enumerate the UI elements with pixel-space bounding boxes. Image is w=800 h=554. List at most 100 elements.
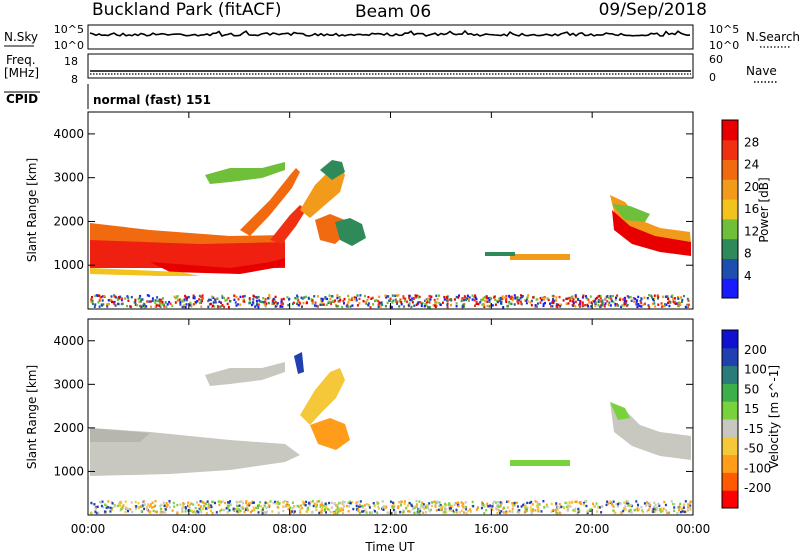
ground-scatter-cell — [612, 505, 615, 508]
ground-scatter-cell — [630, 299, 633, 302]
ground-scatter-cell — [205, 511, 208, 515]
ground-scatter-cell — [146, 508, 149, 511]
ground-scatter-cell — [92, 302, 94, 306]
ground-scatter-cell — [482, 504, 485, 507]
ground-scatter-cell — [368, 511, 371, 514]
ground-scatter-cell — [667, 301, 669, 304]
ground-scatter-cell — [190, 303, 193, 306]
ground-scatter-cell — [683, 503, 686, 506]
ground-scatter-cell — [418, 295, 421, 299]
ground-scatter-cell — [525, 298, 528, 301]
ground-scatter-cell — [609, 500, 612, 503]
ground-scatter-cell — [574, 295, 577, 298]
ground-scatter-cell — [159, 302, 162, 305]
ground-scatter-cell — [229, 300, 232, 303]
ground-scatter-cell — [513, 294, 516, 297]
ground-scatter-cell — [607, 502, 610, 505]
ground-scatter-cell — [286, 504, 289, 507]
ground-scatter-cell — [676, 295, 679, 299]
ground-scatter-cell — [535, 298, 538, 301]
ground-scatter-cell — [291, 302, 294, 306]
ground-scatter-cell — [226, 511, 229, 514]
ground-scatter-cell — [187, 501, 190, 504]
ground-scatter-cell — [357, 505, 360, 508]
ground-scatter-cell — [489, 296, 491, 300]
ground-scatter-cell — [168, 500, 171, 503]
ground-scatter-cell — [139, 294, 142, 298]
ground-scatter-cell — [647, 508, 650, 511]
ground-scatter-cell — [484, 296, 486, 299]
ground-scatter-cell — [413, 511, 416, 515]
ground-scatter-cell — [268, 504, 271, 507]
ground-scatter-cell — [333, 512, 336, 515]
ground-scatter-cell — [539, 301, 542, 304]
ground-scatter-cell — [686, 297, 689, 301]
ground-scatter-cell — [418, 512, 421, 515]
ground-scatter-cell — [381, 506, 384, 509]
colorbar-segment — [722, 401, 738, 420]
ground-scatter-cell — [592, 299, 595, 303]
ground-scatter-cell — [192, 296, 195, 300]
ground-scatter-cell — [200, 305, 203, 308]
ground-scatter-cell — [296, 297, 299, 300]
ground-scatter-cell — [315, 304, 318, 308]
ground-scatter-cell — [609, 304, 612, 307]
ground-scatter-cell — [443, 298, 446, 301]
ground-scatter-cell — [432, 304, 435, 307]
ground-scatter-cell — [400, 504, 402, 507]
ground-scatter-cell — [634, 508, 637, 512]
ground-scatter-cell — [316, 295, 319, 298]
ground-scatter-cell — [555, 303, 558, 306]
ground-scatter-cell — [477, 302, 480, 306]
ground-scatter-cell — [160, 503, 163, 507]
colorbar-segment — [722, 179, 738, 200]
ground-scatter-cell — [328, 501, 331, 505]
ground-scatter-cell — [569, 299, 572, 302]
ground-scatter-cell — [471, 500, 474, 504]
ground-scatter-cell — [378, 507, 380, 510]
ground-scatter-cell — [399, 510, 402, 514]
ground-scatter-cell — [141, 504, 144, 507]
ground-scatter-cell — [426, 297, 429, 300]
ground-scatter-cell — [134, 301, 137, 304]
ground-scatter-cell — [265, 302, 268, 305]
ground-scatter-cell — [263, 511, 266, 514]
ground-scatter-cell — [655, 508, 658, 512]
ground-scatter-cell — [492, 502, 494, 505]
ground-scatter-cell — [555, 502, 558, 505]
ground-scatter-cell — [660, 507, 663, 510]
ground-scatter-cell — [197, 503, 200, 507]
ground-scatter-cell — [675, 302, 678, 305]
ground-scatter-cell — [529, 506, 532, 509]
ground-scatter-cell — [238, 504, 241, 507]
ground-scatter-cell — [658, 504, 661, 507]
ground-scatter-cell — [640, 297, 643, 300]
ground-scatter-cell — [434, 305, 437, 309]
ground-scatter-cell — [164, 301, 167, 304]
ground-scatter-cell — [489, 303, 492, 306]
ground-scatter-cell — [154, 301, 157, 304]
ground-scatter-cell — [645, 504, 648, 507]
ground-scatter-cell — [221, 304, 224, 307]
ground-scatter-cell — [154, 510, 157, 513]
x-tick-label: 00:00 — [676, 522, 711, 536]
ground-scatter-cell — [302, 503, 305, 506]
ground-scatter-cell — [342, 504, 345, 507]
ground-scatter-cell — [532, 508, 535, 511]
ground-scatter-cell — [635, 500, 638, 503]
ground-scatter-cell — [102, 303, 105, 306]
ground-scatter-cell — [240, 500, 243, 503]
ground-scatter-cell — [299, 504, 302, 507]
ground-scatter-cell — [118, 503, 121, 506]
ground-scatter-cell — [214, 301, 217, 304]
ground-scatter-cell — [378, 301, 381, 304]
ground-scatter-cell — [103, 510, 106, 513]
ground-scatter-cell — [644, 302, 646, 305]
ground-scatter-cell — [168, 300, 171, 304]
ground-scatter-cell — [268, 294, 271, 297]
ground-scatter-cell — [399, 298, 402, 301]
ground-scatter-cell — [687, 299, 690, 302]
ground-scatter-cell — [319, 303, 322, 306]
ground-scatter-cell — [419, 507, 422, 510]
ground-scatter-cell — [637, 295, 640, 299]
